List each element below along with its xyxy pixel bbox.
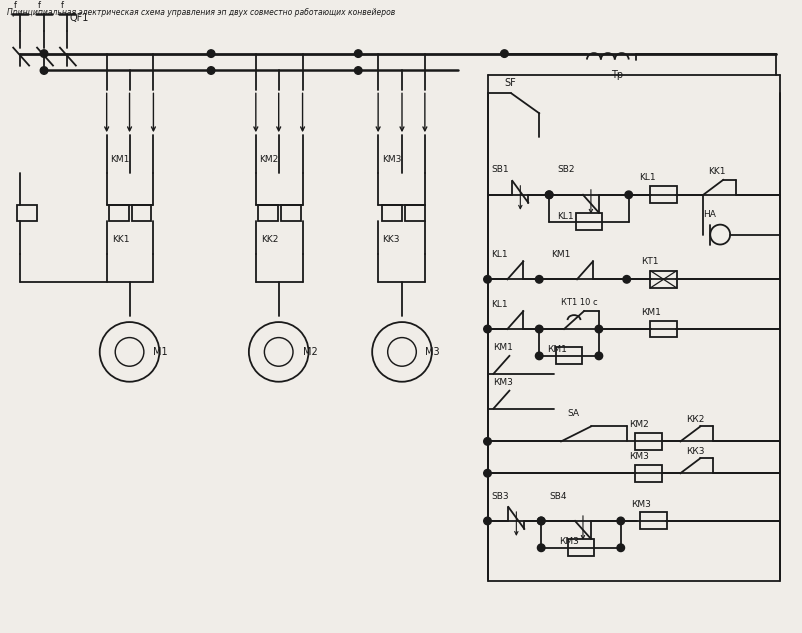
- Circle shape: [483, 325, 491, 333]
- Bar: [650, 320, 676, 337]
- Text: SF: SF: [504, 78, 516, 89]
- Text: Принципиальная электрическая схема управления эп двух совместно работающих конве: Принципиальная электрическая схема управ…: [7, 8, 395, 17]
- Text: КМ1: КМ1: [546, 346, 566, 354]
- Text: КК3: КК3: [686, 447, 704, 456]
- Bar: [575, 213, 602, 230]
- Bar: [650, 271, 676, 288]
- Text: КМ3: КМ3: [558, 537, 578, 546]
- Text: f: f: [14, 1, 17, 10]
- Text: KL1: KL1: [491, 299, 508, 309]
- Text: КТ1 10 с: КТ1 10 с: [561, 298, 597, 306]
- Bar: [132, 204, 152, 221]
- Text: KL1: KL1: [491, 250, 508, 259]
- Text: KK3: KK3: [382, 235, 399, 244]
- Circle shape: [535, 325, 542, 333]
- Circle shape: [354, 66, 362, 74]
- Text: QF1: QF1: [70, 13, 89, 23]
- Text: SA: SA: [566, 409, 578, 418]
- Circle shape: [616, 544, 624, 551]
- Bar: [555, 348, 581, 365]
- Circle shape: [207, 66, 215, 74]
- Bar: [404, 204, 424, 221]
- Text: SB2: SB2: [557, 165, 574, 175]
- Text: КТ1: КТ1: [640, 257, 658, 266]
- Bar: [108, 204, 128, 221]
- Circle shape: [537, 517, 545, 525]
- Text: КК2: КК2: [686, 415, 704, 424]
- Text: SB3: SB3: [491, 492, 508, 501]
- Text: KM2: KM2: [258, 156, 277, 165]
- Text: КМ2: КМ2: [628, 420, 648, 429]
- Text: KL1: KL1: [557, 212, 573, 221]
- Text: KM1: KM1: [110, 156, 129, 165]
- Circle shape: [264, 337, 293, 367]
- Text: КМ1: КМ1: [493, 344, 512, 353]
- Circle shape: [537, 544, 545, 551]
- Text: f: f: [61, 1, 64, 10]
- Circle shape: [115, 337, 144, 367]
- Circle shape: [249, 322, 308, 382]
- Circle shape: [483, 275, 491, 283]
- Text: SB1: SB1: [491, 165, 508, 175]
- Circle shape: [40, 50, 48, 58]
- Circle shape: [616, 517, 624, 525]
- Circle shape: [483, 437, 491, 445]
- Circle shape: [371, 322, 431, 382]
- Bar: [634, 465, 661, 482]
- Text: KK2: KK2: [261, 235, 277, 244]
- Text: M2: M2: [302, 347, 317, 357]
- Text: Тр: Тр: [610, 70, 622, 80]
- Text: КМ1: КМ1: [640, 308, 660, 316]
- Circle shape: [483, 517, 491, 525]
- Text: KK1: KK1: [707, 167, 725, 177]
- Text: КМ3: КМ3: [628, 452, 648, 461]
- Circle shape: [622, 275, 630, 283]
- Circle shape: [535, 352, 542, 360]
- Circle shape: [40, 66, 48, 74]
- Circle shape: [709, 225, 729, 244]
- Bar: [281, 204, 300, 221]
- Circle shape: [545, 191, 553, 199]
- Circle shape: [535, 275, 542, 283]
- Text: KM1: KM1: [550, 250, 569, 259]
- Circle shape: [624, 191, 632, 199]
- Text: KL1: KL1: [638, 173, 654, 182]
- Bar: [634, 433, 661, 450]
- Text: f: f: [38, 1, 41, 10]
- Circle shape: [537, 517, 545, 525]
- Circle shape: [387, 337, 415, 367]
- Text: M3: M3: [424, 347, 439, 357]
- Text: KM3: KM3: [382, 156, 401, 165]
- Circle shape: [99, 322, 159, 382]
- Bar: [257, 204, 277, 221]
- Text: KK1: KK1: [111, 235, 129, 244]
- Bar: [639, 513, 666, 529]
- Circle shape: [545, 191, 553, 199]
- Text: КМ3: КМ3: [493, 379, 512, 387]
- Text: M1: M1: [153, 347, 168, 357]
- Circle shape: [594, 325, 602, 333]
- Bar: [382, 204, 402, 221]
- Text: НА: НА: [703, 210, 715, 219]
- Bar: [17, 204, 37, 221]
- Circle shape: [594, 352, 602, 360]
- Circle shape: [500, 50, 508, 58]
- Text: КМ3: КМ3: [630, 499, 650, 508]
- Circle shape: [207, 50, 215, 58]
- Bar: [567, 539, 593, 556]
- Circle shape: [483, 470, 491, 477]
- Bar: [650, 186, 676, 203]
- Text: SB4: SB4: [549, 492, 566, 501]
- Circle shape: [354, 50, 362, 58]
